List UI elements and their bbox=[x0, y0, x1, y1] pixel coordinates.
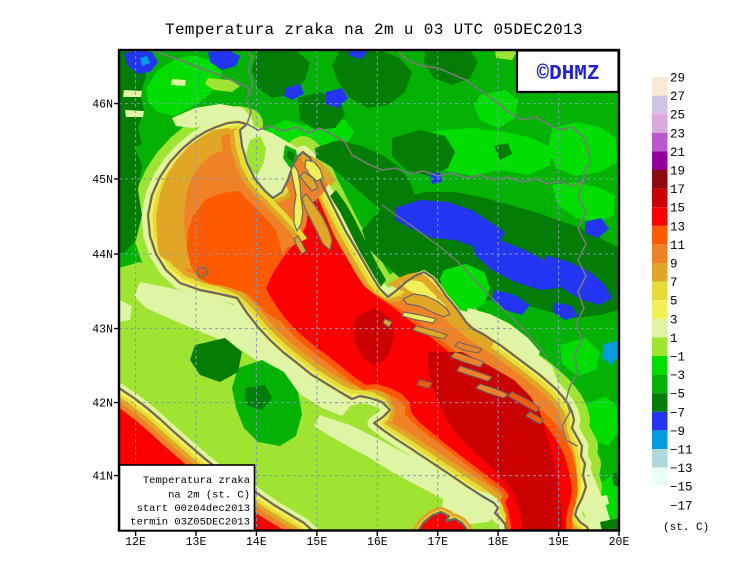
svg-text:17E: 17E bbox=[427, 536, 448, 549]
svg-text:−11: −11 bbox=[670, 444, 693, 458]
svg-text:1: 1 bbox=[670, 332, 678, 346]
svg-text:15: 15 bbox=[670, 202, 685, 216]
svg-text:13E: 13E bbox=[186, 536, 207, 549]
svg-text:17: 17 bbox=[670, 183, 685, 197]
svg-text:21: 21 bbox=[670, 146, 685, 160]
svg-text:11: 11 bbox=[670, 239, 685, 253]
svg-text:42N: 42N bbox=[92, 398, 113, 411]
svg-text:12E: 12E bbox=[125, 536, 146, 549]
svg-text:7: 7 bbox=[670, 276, 678, 290]
svg-text:46N: 46N bbox=[92, 99, 113, 112]
svg-text:9: 9 bbox=[670, 258, 678, 272]
svg-text:−15: −15 bbox=[670, 481, 693, 495]
svg-text:19E: 19E bbox=[548, 536, 569, 549]
svg-text:19: 19 bbox=[670, 165, 685, 179]
svg-text:43N: 43N bbox=[92, 324, 113, 337]
svg-text:29: 29 bbox=[670, 72, 685, 86]
svg-text:©DHMZ: ©DHMZ bbox=[536, 63, 599, 86]
svg-text:15E: 15E bbox=[307, 536, 328, 549]
svg-text:23: 23 bbox=[670, 127, 685, 141]
svg-text:25: 25 bbox=[670, 109, 685, 123]
svg-text:−9: −9 bbox=[670, 425, 685, 439]
svg-text:5: 5 bbox=[670, 295, 678, 309]
svg-text:−13: −13 bbox=[670, 462, 693, 476]
svg-text:45N: 45N bbox=[92, 174, 113, 187]
svg-text:Temperatura zraka: Temperatura zraka bbox=[143, 475, 250, 487]
svg-text:start 00z04dec2013: start 00z04dec2013 bbox=[137, 503, 250, 515]
svg-text:27: 27 bbox=[670, 90, 685, 104]
svg-text:3: 3 bbox=[670, 313, 678, 327]
svg-text:termin 03Z05DEC2013: termin 03Z05DEC2013 bbox=[130, 517, 250, 529]
svg-text:14E: 14E bbox=[246, 536, 267, 549]
svg-text:44N: 44N bbox=[92, 249, 113, 262]
svg-text:(st. C): (st. C) bbox=[663, 522, 709, 534]
svg-text:−17: −17 bbox=[670, 499, 693, 513]
svg-text:−5: −5 bbox=[670, 388, 685, 402]
svg-text:16E: 16E bbox=[367, 536, 388, 549]
svg-text:na 2m (st. C): na 2m (st. C) bbox=[168, 490, 250, 502]
svg-text:−3: −3 bbox=[670, 369, 685, 383]
svg-text:41N: 41N bbox=[92, 471, 113, 484]
svg-text:13: 13 bbox=[670, 220, 685, 234]
svg-text:−7: −7 bbox=[670, 406, 685, 420]
svg-text:20E: 20E bbox=[609, 536, 630, 549]
svg-text:Temperatura zraka na 2m u 03 U: Temperatura zraka na 2m u 03 UTC 05DEC20… bbox=[165, 21, 583, 39]
svg-text:−1: −1 bbox=[670, 351, 685, 365]
svg-text:18E: 18E bbox=[488, 536, 509, 549]
